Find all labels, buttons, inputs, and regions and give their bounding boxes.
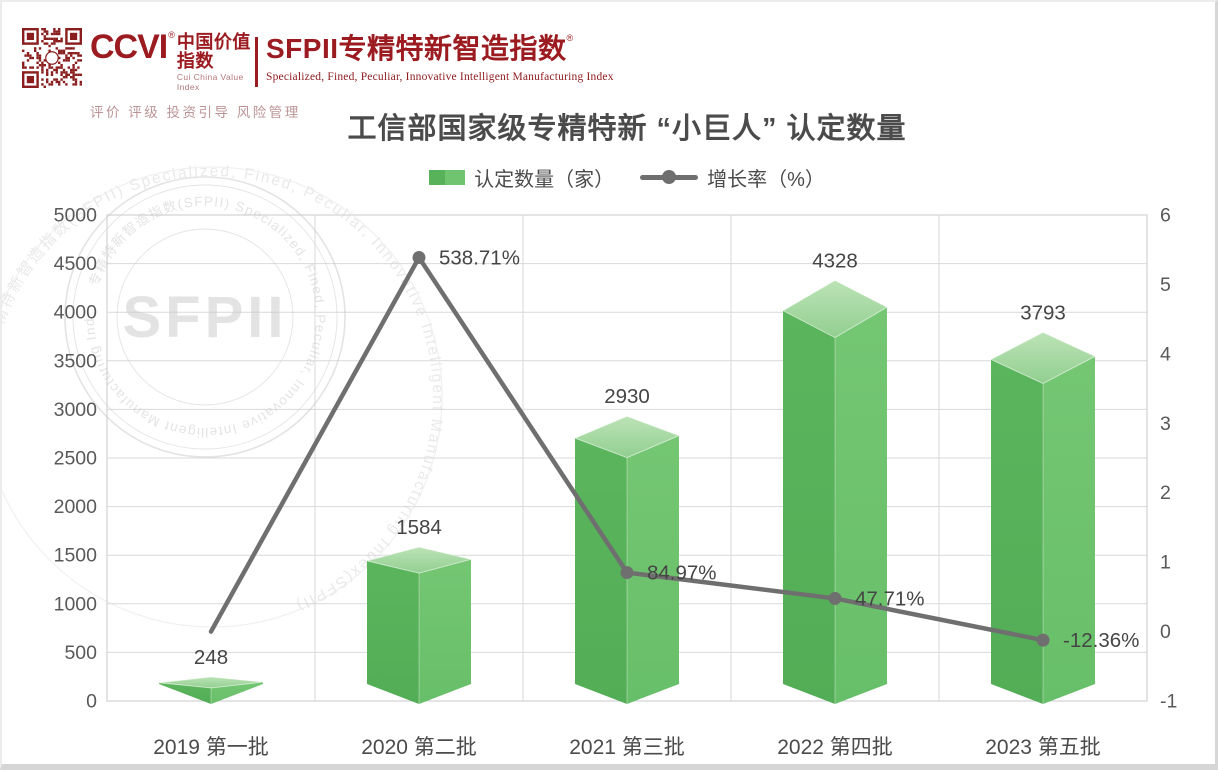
- right-axis-tick-label: 4: [1160, 343, 1171, 365]
- bar-right-face: [211, 682, 263, 704]
- bar-left-face: [783, 310, 835, 704]
- bar-top-face: [158, 676, 264, 689]
- left-axis-tick-label: 0: [86, 691, 97, 713]
- right-axis-tick-label: 3: [1160, 413, 1171, 435]
- bar-2020[interactable]: [366, 546, 472, 704]
- growth-line-series: 538.71% 84.97% 47.71% -12.36%: [208, 247, 1139, 652]
- bar-value-label: 3793: [1020, 301, 1066, 324]
- bar-right-face: [627, 435, 679, 704]
- legend-label-line: 增长率（%）: [707, 168, 825, 191]
- left-axis-tick-label: 4000: [54, 302, 98, 324]
- sfpii-logo: SFPII专精特新智造指数: [266, 33, 567, 64]
- chart-title: 工信部国家级专精特新 “小巨人” 认定数量: [347, 113, 907, 145]
- watermark-ring-text: 专精特新智造指数(SFPII) Specialized, Fined, Pecu…: [2, 2, 328, 440]
- bar-2019[interactable]: [158, 676, 264, 704]
- bar-left-face: [575, 438, 627, 704]
- growth-dot[interactable]: [412, 251, 426, 265]
- bar-value-label: 4328: [812, 249, 858, 272]
- left-axis-tick-label: 4500: [54, 253, 98, 275]
- watermark-center-text: SFPII: [122, 285, 287, 350]
- legend-item-bar-series: 认定数量（家）: [429, 163, 614, 192]
- growth-value-label: 84.97%: [647, 562, 717, 585]
- bar-top-face: [781, 279, 889, 339]
- bar-top-face: [573, 415, 681, 459]
- x-axis-category-label: 2023 第五批: [985, 736, 1101, 759]
- bar-right-face: [419, 559, 471, 704]
- ccvi-english-name: Cui China Value Index: [176, 72, 244, 92]
- left-axis-tick-label: 1500: [54, 545, 98, 567]
- growth-dot[interactable]: [620, 566, 634, 580]
- bar-2022[interactable]: [781, 279, 889, 704]
- growth-dot[interactable]: [828, 591, 842, 605]
- left-axis-tick-label: 5000: [54, 205, 98, 227]
- bar-value-label: 2930: [604, 385, 650, 408]
- ccvi-logo: CCVI: [90, 28, 168, 66]
- bar-top-face: [989, 331, 1097, 385]
- qr-code-icon: [22, 28, 82, 88]
- left-axis-tick-label: 2000: [54, 496, 98, 518]
- registered-mark-icon: ®: [566, 33, 574, 43]
- bar-left-face: [367, 560, 419, 704]
- ccvi-tagline: 评价 评级 投资引导 风险管理: [90, 105, 301, 120]
- growth-dot[interactable]: [1036, 633, 1050, 647]
- line-series-swatch-icon: [640, 174, 699, 180]
- right-axis-tick-label: 2: [1160, 482, 1171, 504]
- bar-series: 248 1584 2930 4328 3793: [158, 249, 1097, 704]
- x-axis-category-label: 2019 第一批: [153, 736, 269, 759]
- right-axis-tick-label: 0: [1160, 621, 1171, 643]
- legend-label-bar: 认定数量（家）: [474, 168, 615, 191]
- chart-legend: 认定数量（家） 增长率（%）: [107, 163, 1147, 191]
- bar-right-face: [835, 307, 887, 704]
- bar-2021[interactable]: [573, 415, 681, 704]
- sfpii-subtitle: Specialized, Fined, Peculiar, Innovative…: [266, 71, 614, 83]
- growth-value-label: 538.71%: [439, 247, 520, 270]
- bar-series-swatch-icon: [429, 169, 466, 185]
- registered-mark-icon: ®: [168, 30, 175, 40]
- growth-value-label: 47.71%: [855, 587, 925, 610]
- x-axis-category-label: 2020 第二批: [361, 736, 477, 759]
- bar-value-label: 1584: [396, 516, 442, 539]
- right-axis-tick-label: 1: [1160, 552, 1171, 574]
- bar-left-face: [991, 359, 1043, 704]
- left-axis-tick-label: 3000: [54, 399, 98, 421]
- watermark-stamp-circle: [64, 176, 346, 458]
- x-axis-category-label: 2021 第三批: [569, 736, 685, 759]
- bar-left-face: [159, 682, 211, 704]
- axes: 5000450040003500300025002000150010005000…: [54, 205, 1178, 760]
- bar-top-face: [366, 546, 472, 574]
- right-axis-tick-label: -1: [1160, 691, 1177, 713]
- bar-value-label: 248: [194, 646, 228, 669]
- left-axis-tick-label: 3500: [54, 350, 98, 372]
- bar-right-face: [1043, 356, 1095, 704]
- watermark-stamp-core-circle: [116, 228, 294, 406]
- bar-2023[interactable]: [989, 331, 1097, 704]
- left-axis-tick-label: 1000: [54, 593, 98, 615]
- watermark-stamp-circle-inner: [72, 184, 338, 450]
- header-divider: [255, 37, 258, 87]
- ccvi-logo-block: CCVI ® 中国价值指数 Cui China Value Index 评价 评…: [90, 28, 301, 121]
- left-axis-tick-label: 2500: [54, 448, 98, 470]
- sfpii-logo-block: SFPII专精特新智造指数 ® Specialized, Fined, Pecu…: [266, 33, 614, 83]
- left-axis-tick-label: 500: [64, 642, 97, 664]
- x-axis-category-label: 2022 第四批: [777, 736, 893, 759]
- ccvi-chinese-name: 中国价值指数: [176, 32, 251, 71]
- right-axis-tick-label: 5: [1160, 274, 1171, 296]
- legend-item-line-series: 增长率（%）: [640, 163, 825, 192]
- growth-value-label: -12.36%: [1063, 629, 1139, 652]
- right-axis-tick-label: 6: [1160, 205, 1171, 227]
